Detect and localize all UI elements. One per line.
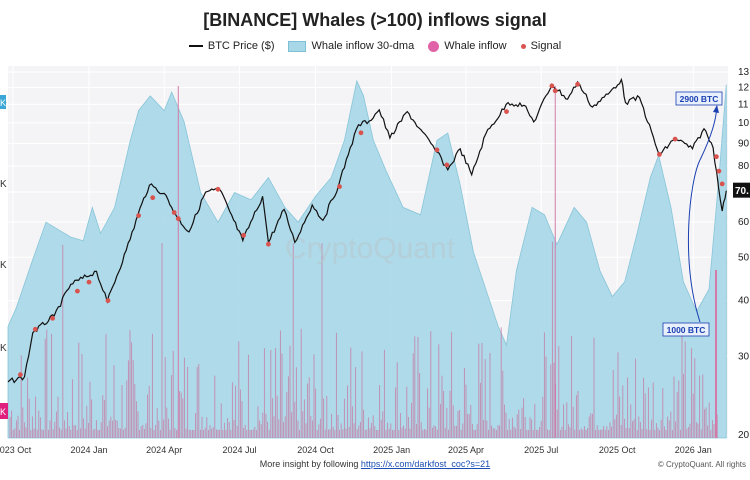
signal-point	[444, 162, 450, 168]
current-price-label: 70.	[735, 186, 749, 197]
signal-point	[552, 88, 558, 94]
signal-point	[716, 168, 722, 174]
signal-point	[719, 181, 725, 187]
y-tick-label: 20	[738, 430, 750, 441]
watermark: CryptoQuant	[285, 232, 456, 265]
annotation-box-1000	[662, 322, 710, 337]
signal-point	[175, 216, 181, 222]
y-tick-label: 80	[738, 161, 750, 172]
legend-item-whale-inflow-30dma[interactable]: Whale inflow 30-dma	[288, 40, 414, 52]
x-tick-label: 2024 Jul	[222, 445, 256, 455]
annotation-label-2900: 2900 BTC	[680, 94, 719, 104]
signal-point	[549, 83, 555, 89]
signal-point	[50, 315, 55, 321]
y-tick-label: 12	[738, 83, 750, 94]
signal-point	[714, 154, 719, 160]
btc-price-line	[7, 77, 727, 384]
y-tick-label: 90	[738, 138, 750, 149]
x-tick-label: 2024 Apr	[146, 445, 182, 455]
chart-legend: BTC Price ($) Whale inflow 30-dma Whale …	[0, 40, 750, 52]
signal-point	[136, 213, 142, 219]
footer-prefix: More insight by following	[259, 459, 361, 469]
x-tick-label: 2023 Oct	[0, 445, 32, 455]
left-axis-badge-blue	[0, 95, 6, 109]
annotation-arrowhead	[713, 105, 719, 113]
annotation-arrow-1000	[688, 159, 701, 323]
line-swatch-icon	[188, 45, 203, 47]
x-tick-label: 2026 Jan	[675, 445, 712, 455]
legend-item-btc-price[interactable]: BTC Price ($)	[188, 40, 275, 52]
x-tick-label: 2025 Oct	[599, 445, 636, 455]
y-tick-label: 40	[738, 296, 750, 307]
signal-point	[266, 241, 271, 247]
signal-point	[75, 288, 80, 294]
whale-inflow-bars	[9, 241, 718, 438]
signal-point	[657, 152, 662, 157]
area-swatch-icon	[288, 40, 307, 52]
signal-point	[434, 147, 440, 153]
current-price-badge	[733, 182, 750, 198]
legend-label-btc-price: BTC Price ($)	[207, 40, 275, 52]
legend-item-signal[interactable]: Signal	[520, 40, 562, 52]
x-tick-label: 2025 Jul	[524, 445, 558, 455]
chart-title: [BINANCE] Whales (>100) inflows signal	[203, 10, 547, 30]
y-tick-label: 30	[738, 351, 750, 362]
legend-label-whale-inflow-30dma: Whale inflow 30-dma	[311, 40, 415, 52]
signal-point	[215, 186, 221, 192]
y-tick-label: 10	[738, 118, 750, 129]
whale-inflow-30dma-area	[7, 79, 727, 439]
x-tick-label: 2025 Jan	[373, 445, 410, 455]
signal-point	[575, 81, 580, 87]
dot-swatch-icon	[428, 40, 440, 52]
y-tick-label: 11	[738, 99, 749, 110]
y-tick-label: 60	[738, 217, 750, 228]
y-tick-label: 50	[738, 252, 750, 263]
x-tick-label: 2024 Oct	[297, 445, 334, 455]
x-tick-label: 2025 Apr	[448, 445, 484, 455]
left-axis-label: K	[0, 260, 7, 271]
signal-point	[672, 136, 678, 142]
left-axis-label: K	[0, 343, 7, 354]
legend-label-signal: Signal	[530, 40, 562, 52]
left-axis-badge-label: K	[0, 407, 6, 417]
left-axis-badge-pink	[0, 403, 8, 419]
footer: More insight by following https://x.com/…	[0, 459, 750, 469]
y-tick-label: 13	[738, 67, 750, 78]
left-axis-badge-label: K	[0, 98, 6, 108]
signal-point	[504, 109, 509, 114]
x-tick-label: 2024 Jan	[70, 445, 107, 455]
copyright-notice: © CryptoQuant. All rights	[657, 460, 746, 469]
signal-point	[32, 326, 38, 332]
signal-point	[358, 130, 364, 136]
signal-point	[18, 372, 23, 378]
legend-label-whale-inflow: Whale inflow	[444, 40, 507, 52]
signal-point	[150, 195, 156, 201]
annotation-box-2900	[675, 91, 723, 106]
signal-point	[105, 298, 111, 303]
signal-point	[241, 232, 247, 238]
signal-point	[171, 210, 177, 215]
signal-point	[337, 184, 342, 190]
small-dot-swatch-icon	[520, 43, 526, 49]
legend-item-whale-inflow[interactable]: Whale inflow	[428, 40, 507, 52]
annotation-label-1000: 1000 BTC	[667, 325, 706, 335]
left-axis-label: K	[0, 179, 7, 190]
footer-link[interactable]: https://x.com/darkfost_coc?s=21	[360, 459, 491, 469]
signal-point	[86, 279, 92, 285]
